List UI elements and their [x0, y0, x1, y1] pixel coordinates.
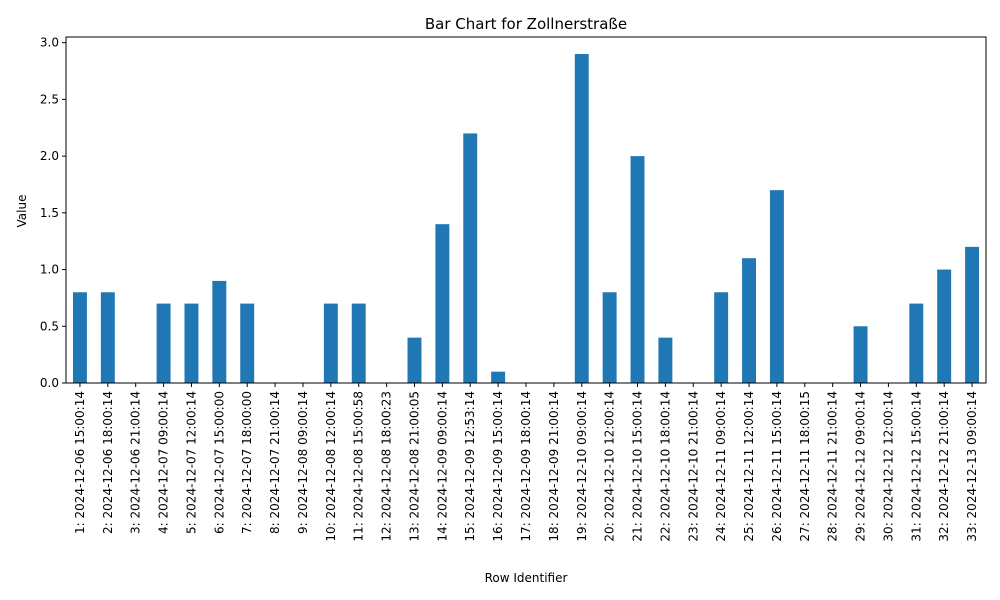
- bars-group: [72, 54, 980, 384]
- bar-32: [937, 269, 952, 383]
- x-tick-label: 19: 2024-12-10 09:00:14: [575, 391, 589, 542]
- y-axis-ticks: 0.0 0.5 1.0 1.5 2.0 2.5 3.0: [40, 36, 66, 390]
- x-tick-label: 10: 2024-12-08 12:00:14: [324, 391, 338, 542]
- y-tick-label: 0.0: [40, 376, 59, 390]
- y-tick-label: 2.5: [40, 92, 59, 106]
- bar-2: [100, 292, 115, 383]
- y-tick-label: 1.5: [40, 206, 59, 220]
- x-tick-label: 1: 2024-12-06 15:00:14: [73, 391, 87, 534]
- bar-22: [658, 337, 673, 383]
- x-tick-label: 33: 2024-12-13 09:00:14: [965, 391, 979, 542]
- x-tick-label: 7: 2024-12-07 18:00:00: [240, 391, 254, 534]
- x-tick-label: 26: 2024-12-11 15:00:14: [770, 391, 784, 542]
- x-tick-label: 12: 2024-12-08 18:00:23: [380, 391, 394, 542]
- x-tick-label: 30: 2024-12-12 12:00:14: [881, 391, 895, 542]
- x-tick-label: 6: 2024-12-07 15:00:00: [212, 391, 226, 534]
- x-tick-label: 27: 2024-12-11 18:00:15: [798, 391, 812, 542]
- x-tick-label: 29: 2024-12-12 09:00:14: [854, 391, 868, 542]
- bar-11: [351, 303, 366, 383]
- bar-33: [965, 246, 980, 383]
- x-tick-label: 23: 2024-12-10 21:00:14: [686, 391, 700, 542]
- bar-13: [407, 337, 422, 383]
- bar-20: [602, 292, 617, 383]
- plot-frame: [65, 36, 987, 384]
- x-tick-label: 15: 2024-12-09 12:53:14: [463, 391, 477, 542]
- bar-4: [156, 303, 171, 383]
- x-tick-label: 21: 2024-12-10 15:00:14: [631, 391, 645, 542]
- x-tick-label: 18: 2024-12-09 21:00:14: [547, 391, 561, 542]
- x-tick-label: 28: 2024-12-11 21:00:14: [826, 391, 840, 542]
- bar-16: [491, 371, 506, 383]
- x-tick-label: 31: 2024-12-12 15:00:14: [909, 391, 923, 542]
- bar-14: [435, 224, 450, 383]
- bar-25: [742, 258, 756, 383]
- y-axis-label: Value: [15, 195, 29, 228]
- x-tick-label: 11: 2024-12-08 15:00:58: [352, 391, 366, 542]
- y-tick-label: 0.5: [40, 319, 59, 333]
- bar-24: [714, 292, 729, 383]
- x-tick-label: 5: 2024-12-07 12:00:14: [184, 391, 198, 534]
- bar-5: [184, 303, 199, 383]
- x-tick-label: 2: 2024-12-06 18:00:14: [101, 391, 115, 534]
- y-tick-label: 2.0: [40, 149, 59, 163]
- x-tick-label: 16: 2024-12-09 15:00:14: [491, 391, 505, 542]
- x-tick-label: 22: 2024-12-10 18:00:14: [658, 391, 672, 542]
- y-tick-label: 1.0: [40, 263, 59, 277]
- chart-title: Bar Chart for Zollnerstraße: [425, 15, 627, 33]
- bar-15: [463, 133, 478, 383]
- bar-29: [853, 326, 868, 383]
- x-tick-label: 4: 2024-12-07 09:00:14: [157, 391, 171, 534]
- x-tick-label: 17: 2024-12-09 18:00:14: [519, 391, 533, 542]
- x-tick-label: 13: 2024-12-08 21:00:05: [407, 391, 421, 542]
- x-tick-label: 32: 2024-12-12 21:00:14: [937, 391, 951, 542]
- bar-6: [212, 280, 227, 383]
- bar-31: [909, 303, 924, 383]
- x-tick-label: 14: 2024-12-09 09:00:14: [435, 391, 449, 542]
- bar-1: [72, 292, 87, 383]
- y-tick-label: 3.0: [40, 36, 59, 50]
- bar-7: [240, 303, 255, 383]
- bar-26: [769, 190, 784, 383]
- bar-19: [574, 54, 589, 384]
- x-tick-label: 24: 2024-12-11 09:00:14: [714, 391, 728, 542]
- x-tick-label: 9: 2024-12-08 09:00:14: [296, 391, 310, 534]
- x-tick-label: 20: 2024-12-10 12:00:14: [603, 391, 617, 542]
- x-tick-label: 8: 2024-12-07 21:00:14: [268, 391, 282, 534]
- x-axis-label: Row Identifier: [485, 571, 568, 585]
- bar-21: [630, 156, 645, 383]
- x-tick-label: 3: 2024-12-06 21:00:14: [129, 391, 143, 534]
- x-axis-ticks: 1: 2024-12-06 15:00:14 2: 2024-12-06 18:0…: [73, 383, 979, 542]
- x-tick-label: 25: 2024-12-11 12:00:14: [742, 391, 756, 542]
- bar-10: [323, 303, 338, 383]
